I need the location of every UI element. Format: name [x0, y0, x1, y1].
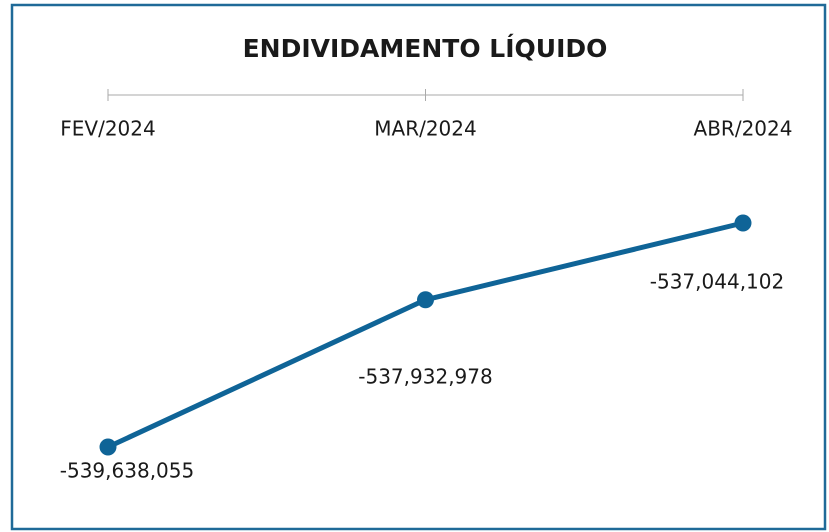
data-label: -537,932,978: [358, 364, 492, 388]
frame: [10, 3, 827, 531]
point: [734, 214, 752, 232]
x-tick-label: FEV/2024: [60, 117, 155, 141]
chart-title: ENDIVIDAMENTO LÍQUIDO: [243, 34, 608, 63]
point: [417, 291, 434, 309]
data-label: -537,044,102: [650, 270, 784, 294]
point: [99, 438, 117, 456]
x-tick-label: ABR/2024: [694, 117, 793, 141]
x-tick-label: MAR/2024: [374, 117, 476, 141]
data-label: -539,638,055: [60, 459, 194, 483]
